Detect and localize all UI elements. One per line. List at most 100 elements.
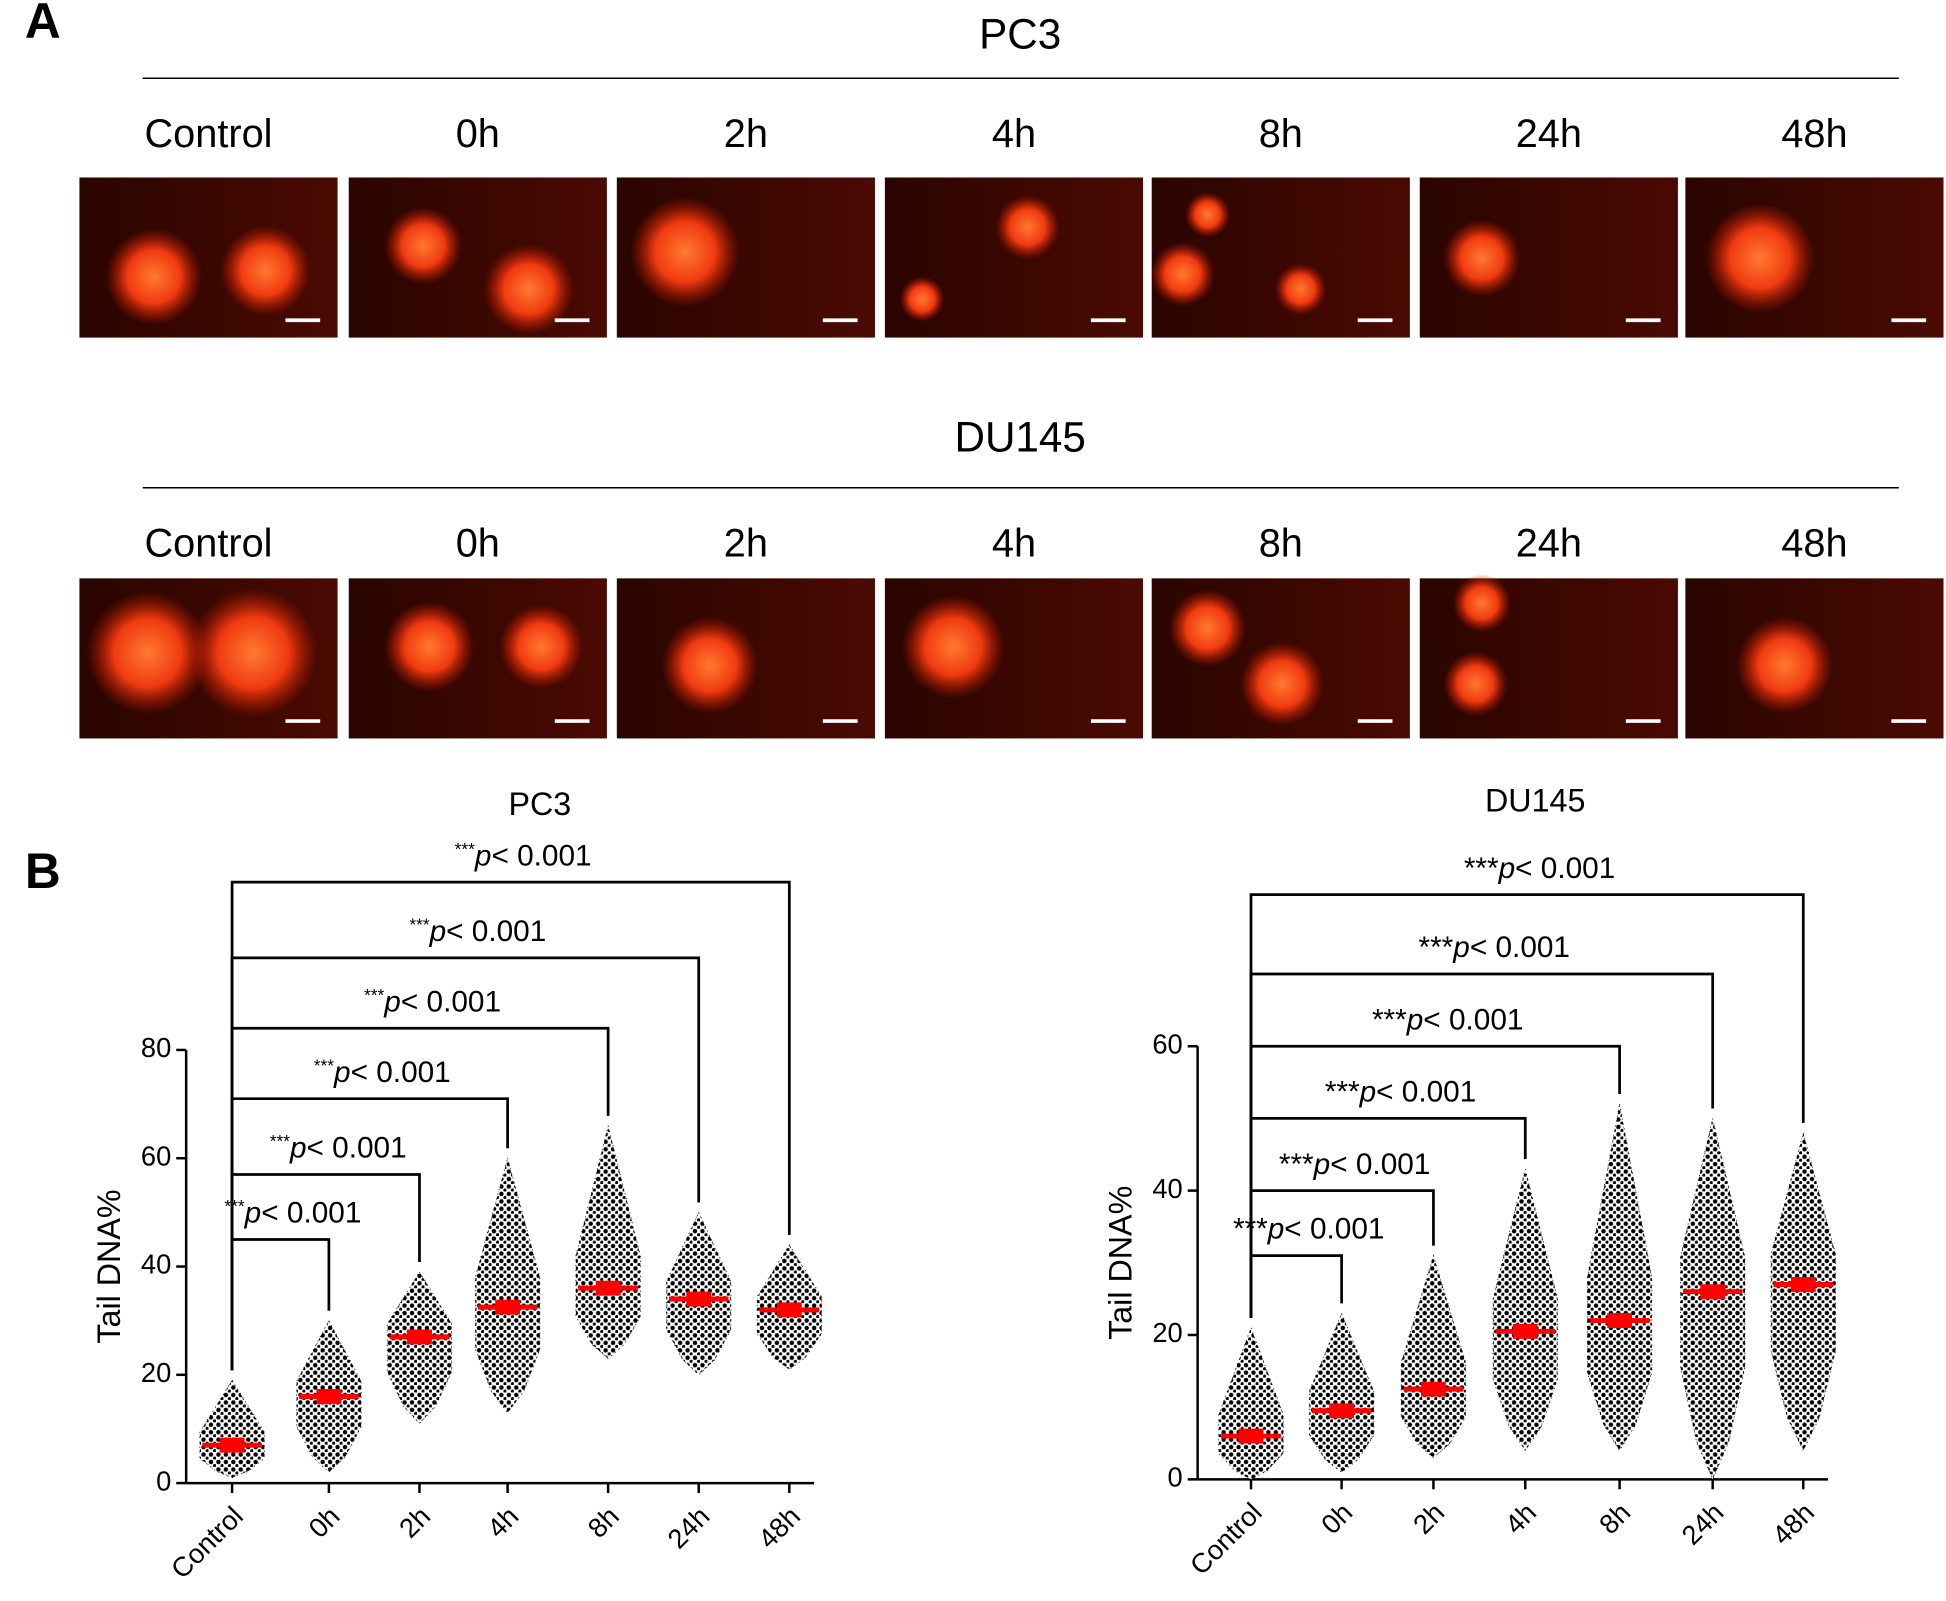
point-cloud <box>1218 1326 1284 1480</box>
column-label: 48h <box>1781 112 1847 156</box>
column-label: 8h <box>1259 522 1303 566</box>
mean-error <box>219 1437 245 1453</box>
p-value: < 0.001 <box>1376 1075 1476 1108</box>
p-value: < 0.001 <box>1330 1148 1430 1181</box>
stars: *** <box>455 838 476 858</box>
column-label: 2h <box>724 522 768 566</box>
y-tick-label: 0 <box>156 1465 171 1496</box>
stars: *** <box>1325 1075 1360 1108</box>
stars: *** <box>224 1196 245 1216</box>
y-tick-label: 20 <box>141 1357 171 1388</box>
column-label: Control <box>144 522 272 566</box>
comet <box>1240 641 1324 726</box>
point-cloud <box>199 1379 265 1479</box>
significance-label: ***p< 0.001 <box>1464 852 1615 885</box>
y-tick-label: 20 <box>1152 1317 1182 1348</box>
significance-label: ***p< 0.001 <box>224 1196 361 1230</box>
point-cloud <box>386 1271 453 1425</box>
y-tick-label: 60 <box>1152 1028 1182 1059</box>
point-cloud <box>1492 1168 1558 1452</box>
p-symbol: p <box>289 1132 307 1165</box>
y-tick-label: 80 <box>141 1032 171 1063</box>
panel-letter: A <box>25 0 61 49</box>
comet <box>188 588 318 718</box>
p-value: < 0.001 <box>1470 931 1570 964</box>
row-title: PC3 <box>979 10 1061 57</box>
x-tick-label: 48h <box>752 1500 806 1554</box>
stars: *** <box>409 914 430 934</box>
stars: *** <box>1464 852 1499 885</box>
column-label: 8h <box>1259 112 1303 156</box>
p-value: < 0.001 <box>1284 1213 1384 1246</box>
column-label: 2h <box>724 112 768 156</box>
mean-error <box>495 1299 521 1315</box>
mean-error <box>686 1291 712 1307</box>
point-cloud <box>575 1125 641 1360</box>
significance-label: ***p< 0.001 <box>364 985 501 1019</box>
y-tick-label: 60 <box>141 1140 171 1171</box>
significance-bracket <box>230 880 791 1371</box>
stars: *** <box>364 985 385 1005</box>
comet <box>220 225 311 316</box>
comet <box>1736 616 1834 714</box>
column-label: 24h <box>1516 522 1582 566</box>
stars: *** <box>1279 1148 1314 1181</box>
comet <box>384 601 475 692</box>
significance-label: ***p< 0.001 <box>1325 1075 1476 1108</box>
comet <box>1184 192 1231 238</box>
comet <box>1443 219 1521 297</box>
mean-error <box>776 1302 802 1318</box>
row-title: DU145 <box>954 414 1085 461</box>
column-label: Control <box>144 112 272 156</box>
significance-label: ***p< 0.001 <box>314 1055 451 1089</box>
p-symbol: p <box>429 915 447 948</box>
y-axis-label: Tail DNA% <box>91 1189 127 1343</box>
significance-label: ***p< 0.001 <box>1233 1213 1384 1246</box>
stars: *** <box>270 1131 291 1151</box>
significance-label: ***p< 0.001 <box>1372 1003 1523 1036</box>
p-symbol: p <box>333 1056 351 1089</box>
comet <box>483 244 574 335</box>
p-value: < 0.001 <box>307 1132 407 1165</box>
mean-error <box>1421 1381 1446 1397</box>
mean-error <box>1238 1428 1264 1444</box>
p-symbol: p <box>1452 931 1470 964</box>
significance-bracket <box>1249 1254 1343 1318</box>
p-symbol: p <box>1313 1148 1331 1181</box>
comet <box>1443 651 1508 717</box>
x-tick-label: 4h <box>481 1500 524 1543</box>
significance-label: ***p< 0.001 <box>455 838 592 872</box>
p-value: < 0.001 <box>351 1056 451 1089</box>
x-tick-label: Control <box>165 1500 249 1584</box>
p-symbol: p <box>244 1196 262 1229</box>
p-symbol: p <box>1498 852 1516 885</box>
comet <box>1274 263 1327 315</box>
y-axis-label: Tail DNA% <box>1103 1186 1139 1340</box>
comet <box>384 207 462 285</box>
mean-error <box>1700 1284 1726 1300</box>
p-symbol: p <box>1359 1075 1377 1108</box>
comet <box>1704 203 1815 314</box>
x-tick-label: 2h <box>1407 1497 1450 1540</box>
stars: *** <box>314 1055 335 1075</box>
mean-error <box>595 1280 621 1296</box>
p-value: < 0.001 <box>1423 1003 1523 1036</box>
p-value: < 0.001 <box>446 915 546 948</box>
x-tick-label: 24h <box>661 1500 715 1554</box>
x-tick-label: 4h <box>1499 1497 1542 1540</box>
comet <box>86 591 209 715</box>
mean-error <box>1329 1403 1355 1419</box>
x-tick-label: 0h <box>302 1500 345 1543</box>
comet <box>499 604 584 689</box>
mean-error <box>1790 1277 1816 1292</box>
column-label: 24h <box>1516 112 1582 156</box>
point-cloud <box>1400 1254 1467 1459</box>
p-symbol: p <box>1267 1213 1285 1246</box>
column-label: 4h <box>992 112 1036 156</box>
column-label: 48h <box>1781 522 1847 566</box>
x-tick-label: 24h <box>1675 1497 1729 1551</box>
y-tick-label: 40 <box>141 1249 171 1280</box>
stars: *** <box>1372 1003 1407 1036</box>
comet <box>1150 242 1216 307</box>
